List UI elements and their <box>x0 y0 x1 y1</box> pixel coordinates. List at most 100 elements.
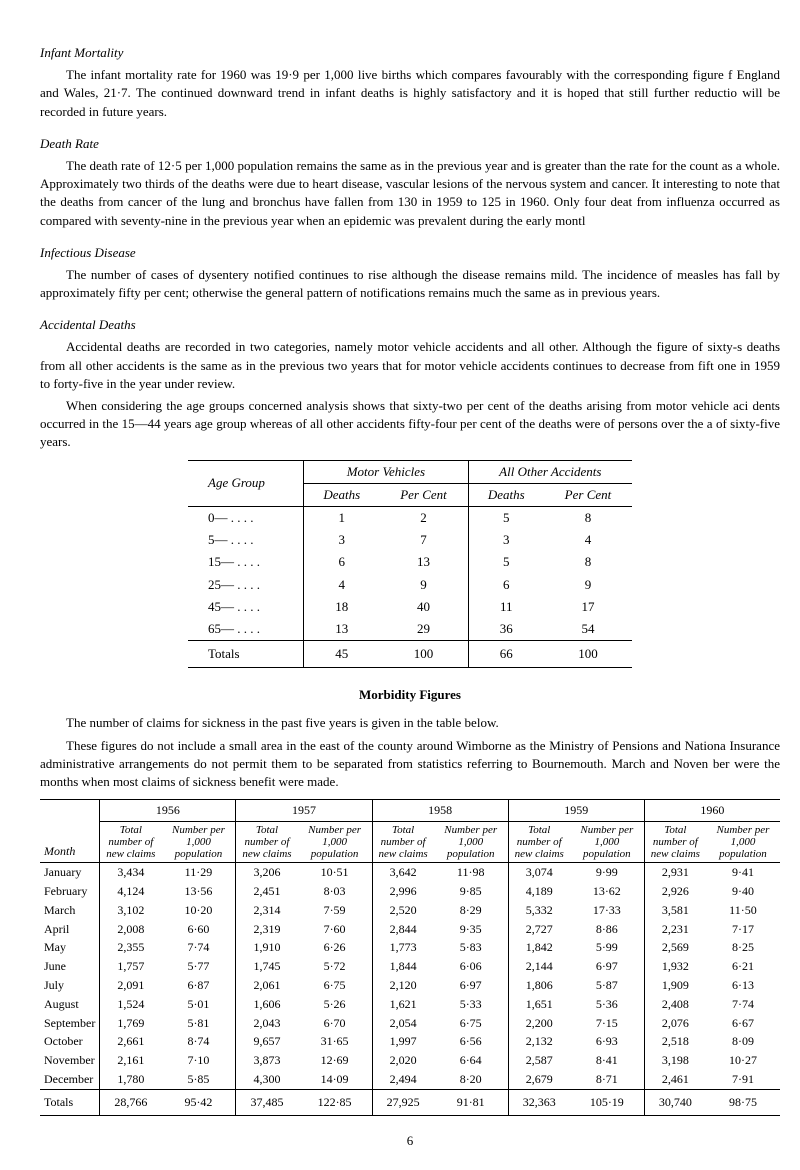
mv-pct-cell: 29 <box>379 618 468 641</box>
data-cell: 8·74 <box>161 1032 236 1051</box>
data-cell: 1,621 <box>372 995 434 1014</box>
data-cell: 9,657 <box>236 1032 298 1051</box>
month-cell: August <box>40 995 100 1014</box>
data-cell: 14·09 <box>298 1070 373 1089</box>
data-cell: 2,231 <box>644 920 706 939</box>
data-cell: 6·06 <box>434 957 509 976</box>
month-cell: July <box>40 976 100 995</box>
morbidity-intro: The number of claims for sickness in the… <box>40 714 780 732</box>
data-cell: 6·13 <box>706 976 780 995</box>
data-cell: 1,844 <box>372 957 434 976</box>
per-1000-header: Number per 1,000 population <box>570 821 645 862</box>
data-cell: 1,524 <box>100 995 162 1014</box>
ao-deaths-cell: 5 <box>468 551 544 573</box>
age-cell: 15— . . . . <box>188 551 304 573</box>
ao-pct-cell: 4 <box>544 529 632 551</box>
data-cell: 5·33 <box>434 995 509 1014</box>
month-cell: September <box>40 1014 100 1033</box>
data-cell: 2,020 <box>372 1051 434 1070</box>
per-1000-header: Number per 1,000 population <box>298 821 373 862</box>
data-cell: 1,651 <box>508 995 570 1014</box>
data-cell: 6·26 <box>298 938 373 957</box>
motor-vehicles-header: Motor Vehicles <box>304 460 469 483</box>
month-cell: November <box>40 1051 100 1070</box>
death-rate-para: The death rate of 12·5 per 1,000 populat… <box>40 157 780 230</box>
ao-pct-cell: 54 <box>544 618 632 641</box>
data-cell: 5·87 <box>570 976 645 995</box>
death-rate-title: Death Rate <box>40 135 780 153</box>
mv-pct-cell: 2 <box>379 506 468 529</box>
ao-pct-cell: 8 <box>544 551 632 573</box>
accident-totals-aop: 100 <box>544 641 632 668</box>
data-cell: 2,518 <box>644 1032 706 1051</box>
accident-totals-mvd: 45 <box>304 641 380 668</box>
year-1960: 1960 <box>644 800 780 822</box>
infant-mortality-title: Infant Mortality <box>40 44 780 62</box>
data-cell: 5,332 <box>508 901 570 920</box>
age-cell: 45— . . . . <box>188 596 304 618</box>
totals-cell: 98·75 <box>706 1089 780 1115</box>
data-cell: 9·40 <box>706 882 780 901</box>
data-cell: 2,144 <box>508 957 570 976</box>
mv-deaths-cell: 6 <box>304 551 380 573</box>
ao-pct-cell: 8 <box>544 506 632 529</box>
data-cell: 3,198 <box>644 1051 706 1070</box>
data-cell: 2,120 <box>372 976 434 995</box>
totals-cell: 91·81 <box>434 1089 509 1115</box>
data-cell: 13·56 <box>161 882 236 901</box>
data-cell: 2,451 <box>236 882 298 901</box>
totals-cell: 32,363 <box>508 1089 570 1115</box>
month-cell: February <box>40 882 100 901</box>
data-cell: 8·86 <box>570 920 645 939</box>
data-cell: 1,997 <box>372 1032 434 1051</box>
data-cell: 1,757 <box>100 957 162 976</box>
data-cell: 1,842 <box>508 938 570 957</box>
data-cell: 7·60 <box>298 920 373 939</box>
infant-mortality-para: The infant mortality rate for 1960 was 1… <box>40 66 780 121</box>
data-cell: 5·85 <box>161 1070 236 1089</box>
morbidity-title: Morbidity Figures <box>40 686 780 704</box>
month-cell: April <box>40 920 100 939</box>
data-cell: 5·01 <box>161 995 236 1014</box>
data-cell: 3,581 <box>644 901 706 920</box>
data-cell: 6·56 <box>434 1032 509 1051</box>
accident-totals-label: Totals <box>188 641 304 668</box>
data-cell: 3,642 <box>372 863 434 882</box>
totals-cell: 105·19 <box>570 1089 645 1115</box>
age-cell: 0— . . . . <box>188 506 304 529</box>
ao-pct-cell: 17 <box>544 596 632 618</box>
data-cell: 4,189 <box>508 882 570 901</box>
accident-totals-aod: 66 <box>468 641 544 668</box>
data-cell: 7·74 <box>706 995 780 1014</box>
data-cell: 5·26 <box>298 995 373 1014</box>
data-cell: 10·51 <box>298 863 373 882</box>
mv-deaths-cell: 3 <box>304 529 380 551</box>
data-cell: 2,461 <box>644 1070 706 1089</box>
data-cell: 7·17 <box>706 920 780 939</box>
ao-deaths-header: Deaths <box>468 483 544 506</box>
ao-deaths-cell: 3 <box>468 529 544 551</box>
data-cell: 3,206 <box>236 863 298 882</box>
data-cell: 1,932 <box>644 957 706 976</box>
age-group-header: Age Group <box>188 460 304 506</box>
ao-deaths-cell: 36 <box>468 618 544 641</box>
year-1956: 1956 <box>100 800 236 822</box>
data-cell: 1,745 <box>236 957 298 976</box>
accidental-deaths-title: Accidental Deaths <box>40 316 780 334</box>
totals-cell: 30,740 <box>644 1089 706 1115</box>
accident-table: Age Group Motor Vehicles All Other Accid… <box>188 460 632 669</box>
month-header: Month <box>40 800 100 863</box>
data-cell: 31·65 <box>298 1032 373 1051</box>
infectious-disease-para: The number of cases of dysentery notifie… <box>40 266 780 302</box>
data-cell: 7·59 <box>298 901 373 920</box>
accidental-deaths-para1: Accidental deaths are recorded in two ca… <box>40 338 780 393</box>
data-cell: 2,408 <box>644 995 706 1014</box>
data-cell: 1,910 <box>236 938 298 957</box>
data-cell: 2,494 <box>372 1070 434 1089</box>
data-cell: 10·20 <box>161 901 236 920</box>
data-cell: 2,314 <box>236 901 298 920</box>
all-other-header: All Other Accidents <box>468 460 632 483</box>
data-cell: 2,076 <box>644 1014 706 1033</box>
data-cell: 8·03 <box>298 882 373 901</box>
data-cell: 2,569 <box>644 938 706 957</box>
